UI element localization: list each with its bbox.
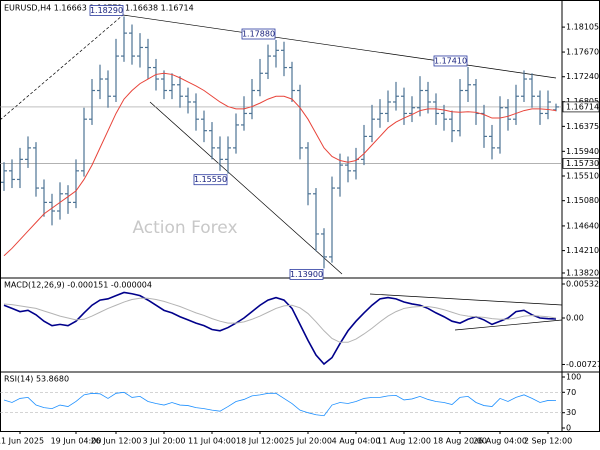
level-box — [562, 158, 600, 169]
y-tick-label: 1.15940 — [566, 147, 599, 156]
y-tick-label: 0.00 — [566, 314, 584, 323]
annotation-box — [89, 5, 124, 16]
y-tick-label: 1.15510 — [566, 172, 599, 181]
x-tick-label: 2 Sep 12:00 — [524, 437, 572, 446]
y-tick-label: 30 — [566, 408, 576, 417]
macd-label: MACD(12,26,9) -0.000151 -0.000004 — [4, 281, 152, 290]
trend-line — [149, 101, 343, 275]
rsi-label: RSI(14) 53.8680 — [4, 375, 69, 384]
y-tick-label: 1.13820 — [566, 268, 599, 277]
x-tick-label: 26 Jun 12:00 — [91, 437, 142, 446]
y-tick-label: 1.15080 — [566, 196, 599, 205]
x-tick-label: 25 Jul 20:00 — [284, 437, 332, 446]
y-tick-label: 1.14640 — [566, 221, 599, 230]
level-box — [562, 101, 600, 113]
y-tick-label: 70 — [566, 388, 576, 397]
annotation-label: 1.17410 — [434, 56, 467, 65]
level-label: 1.15730 — [566, 159, 599, 168]
x-tick-label: 11 Aug 12:00 — [377, 437, 431, 446]
y-tick-label: 1.16375 — [566, 122, 599, 131]
y-tick-label: 1.18105 — [566, 23, 599, 32]
x-tick-label: 11 Jun 2025 — [0, 437, 44, 446]
y-tick-label: 1.17240 — [566, 72, 599, 81]
y-tick-label: 0.005323 — [566, 280, 600, 289]
x-tick-label: 19 Jun 04:00 — [51, 437, 102, 446]
x-tick-label: 18 Aug 20:00 — [433, 437, 487, 446]
y-tick-label: 1.14210 — [566, 246, 599, 255]
x-tick-label: 26 Aug 04:00 — [473, 437, 527, 446]
y-tick-label: 100 — [566, 373, 581, 382]
macd-line — [3, 291, 557, 366]
annotation-box — [241, 28, 276, 40]
annotation-label: 1.17880 — [242, 30, 275, 39]
x-tick-label: 18 Jul 12:00 — [236, 437, 284, 446]
x-tick-label: 4 Aug 04:00 — [332, 437, 381, 446]
trend-line — [122, 14, 557, 79]
level-label: 1.16714 — [566, 102, 599, 111]
y-tick-label: 1.17670 — [566, 48, 599, 57]
annotation-box — [433, 55, 468, 67]
macd-trend-line — [454, 319, 563, 331]
annotation-label: 1.18290 — [90, 6, 123, 15]
annotation-label: 1.15550 — [194, 175, 227, 184]
y-tick-label: 0 — [566, 424, 571, 433]
annotation-label: 1.13900 — [290, 270, 323, 279]
frame — [0, 0, 600, 432]
macd-line — [3, 297, 557, 343]
x-tick-label: 3 Jul 20:00 — [143, 437, 186, 446]
macd-trend-line — [369, 293, 563, 306]
annotation-box — [193, 174, 228, 186]
x-tick-label: 11 Jul 04:00 — [188, 437, 236, 446]
moving-average — [3, 72, 557, 257]
y-tick-label: -0.007273 — [566, 360, 600, 369]
watermark: Action Forex — [132, 218, 237, 238]
rsi-line — [3, 391, 557, 417]
trend-line — [0, 14, 124, 121]
annotation-box — [289, 268, 324, 280]
